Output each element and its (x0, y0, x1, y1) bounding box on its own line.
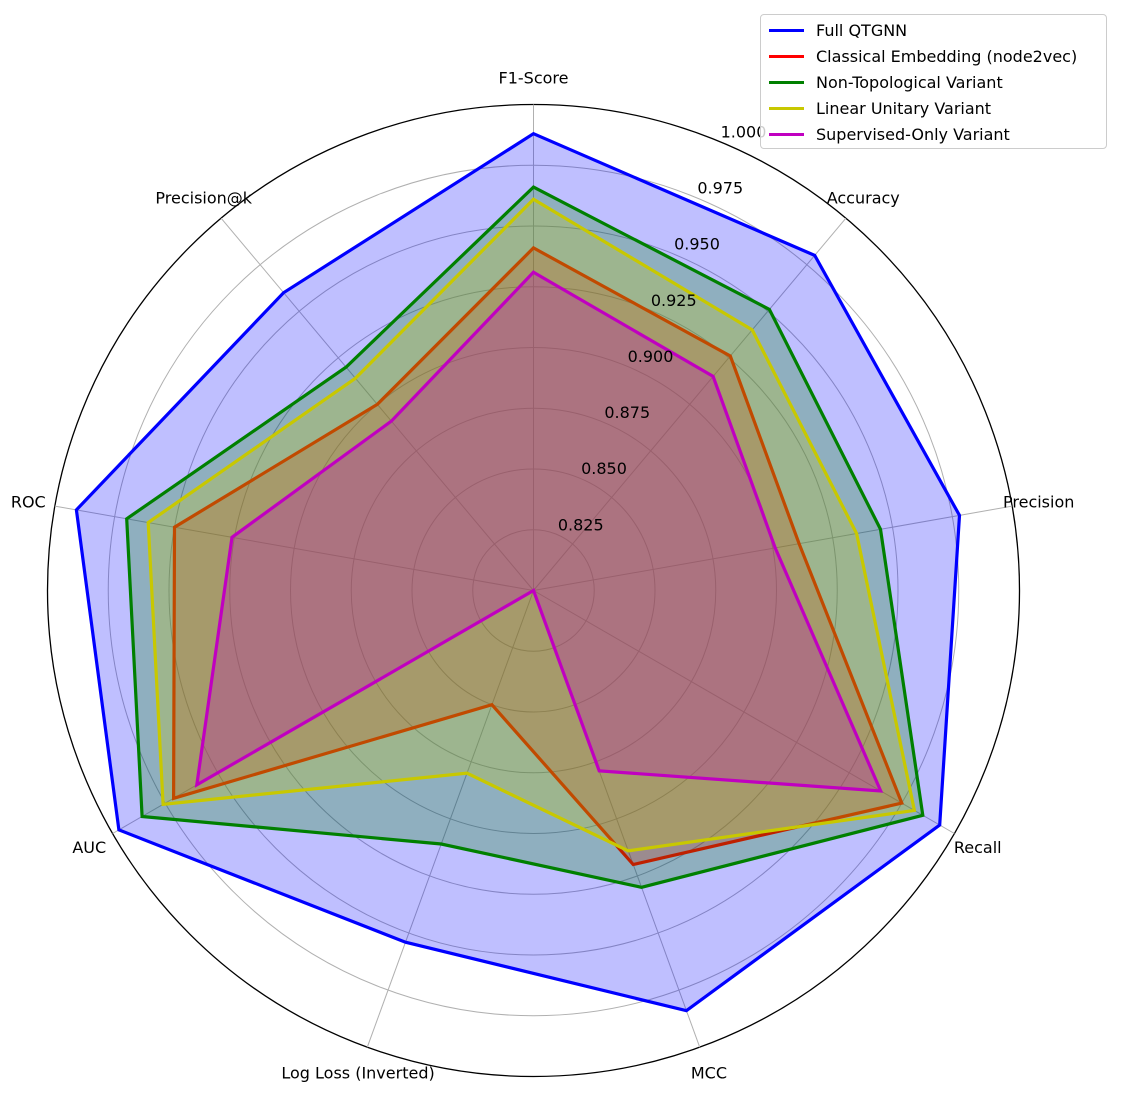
r-tick-label: 0.950 (674, 235, 720, 254)
legend: Full QTGNN Classical Embedding (node2vec… (760, 14, 1107, 149)
axis-label: Log Loss (Inverted) (281, 1064, 434, 1083)
legend-swatch (769, 132, 804, 136)
r-tick-label: 1.000 (721, 122, 767, 141)
legend-item: Supervised-Only Variant (769, 121, 1010, 147)
r-tick-label: 0.975 (697, 179, 743, 198)
axis-label: F1-Score (499, 69, 569, 88)
axis-label: ROC (11, 492, 46, 511)
spoke-line (366, 590, 534, 1048)
legend-item: Classical Embedding (node2vec) (769, 43, 1077, 69)
axis-label: Precision (1003, 492, 1074, 511)
legend-swatch (769, 54, 804, 58)
series-polygon (146, 197, 917, 853)
legend-swatch (769, 80, 804, 84)
r-tick-label: 0.925 (651, 291, 697, 310)
axis-label: Recall (954, 838, 1002, 857)
legend-item: Linear Unitary Variant (769, 95, 991, 121)
spoke-line (533, 590, 955, 834)
spoke-line (54, 505, 534, 591)
spoke-line (533, 505, 1013, 591)
spoke-line (533, 217, 847, 591)
axis-label: Precision@k (155, 189, 252, 208)
legend-label: Full QTGNN (816, 20, 908, 40)
r-tick-label: 0.825 (558, 515, 604, 534)
legend-label: Classical Embedding (node2vec) (816, 46, 1078, 66)
r-tick-label: 0.900 (628, 347, 674, 366)
axis-label: Accuracy (827, 189, 900, 208)
legend-label: Supervised-Only Variant (816, 124, 1010, 144)
axis-label: AUC (72, 838, 106, 857)
legend-swatch (769, 106, 804, 110)
legend-label: Non-Topological Variant (816, 72, 1003, 92)
series-polygon (171, 245, 904, 867)
r-tick-label: 0.850 (581, 459, 627, 478)
legend-item: Full QTGNN (769, 17, 907, 43)
axis-label: MCC (691, 1064, 727, 1083)
legend-label: Linear Unitary Variant (816, 98, 992, 118)
legend-swatch (769, 28, 804, 32)
series-polygon (194, 270, 884, 793)
legend-item: Non-Topological Variant (769, 69, 1003, 95)
r-tick-label: 0.875 (604, 403, 650, 422)
